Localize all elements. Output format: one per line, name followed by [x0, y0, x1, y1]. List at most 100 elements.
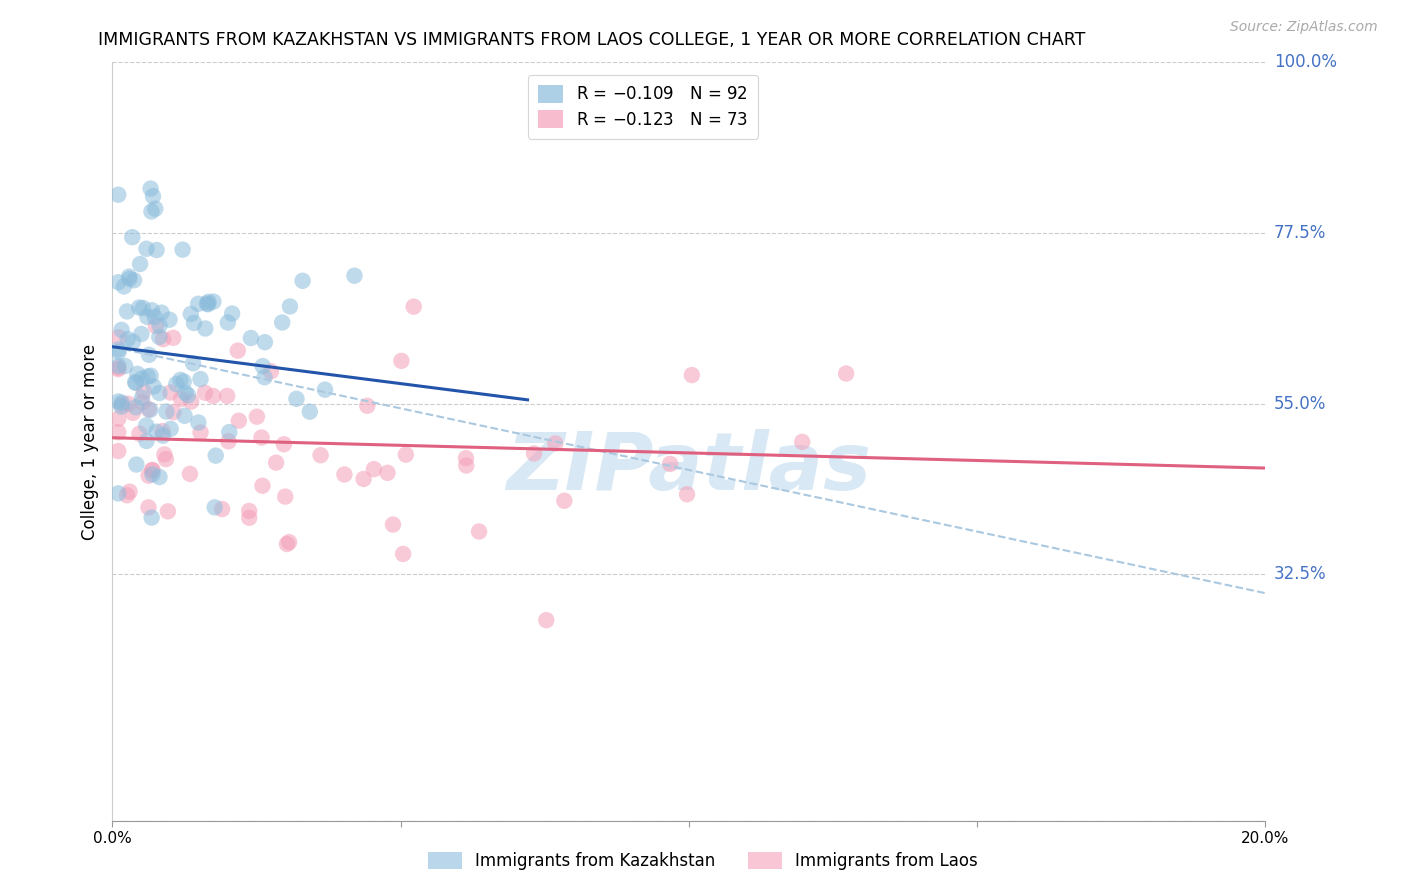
Point: [363, 462, 385, 476]
Point: [145, 425, 167, 439]
Point: [291, 274, 314, 288]
Point: [343, 268, 366, 283]
Point: [179, 467, 201, 481]
Point: [142, 189, 165, 203]
Point: [221, 307, 243, 321]
Point: [276, 537, 298, 551]
Point: [122, 406, 145, 420]
Point: [356, 399, 378, 413]
Point: [132, 384, 155, 399]
Point: [107, 343, 129, 357]
Point: [139, 181, 162, 195]
Point: [136, 369, 159, 384]
Point: [202, 294, 225, 309]
Point: [107, 275, 129, 289]
Point: [271, 316, 294, 330]
Point: [676, 487, 699, 501]
Point: [333, 467, 356, 482]
Point: [139, 402, 162, 417]
Point: [107, 412, 129, 426]
Point: [135, 418, 157, 433]
Point: [127, 367, 149, 381]
Y-axis label: College, 1 year or more: College, 1 year or more: [80, 343, 98, 540]
Point: [125, 458, 148, 472]
Point: [402, 300, 425, 314]
Point: [202, 389, 225, 403]
Point: [170, 392, 193, 406]
Point: [112, 279, 135, 293]
Point: [250, 431, 273, 445]
Point: [121, 230, 143, 244]
Point: [152, 424, 174, 438]
Point: [253, 335, 276, 350]
Point: [117, 332, 139, 346]
Point: [278, 300, 301, 314]
Point: [174, 385, 197, 400]
Point: [395, 448, 418, 462]
Legend: R = $-$0.109   N = 92, R = $-$0.123   N = 73: R = $-$0.109 N = 92, R = $-$0.123 N = 73: [527, 75, 758, 138]
Point: [125, 400, 148, 414]
Point: [217, 389, 239, 403]
Text: 100.0%: 100.0%: [1274, 54, 1337, 71]
Point: [131, 326, 153, 341]
Point: [190, 372, 212, 386]
Point: [204, 500, 226, 515]
Point: [523, 446, 546, 460]
Point: [131, 395, 153, 409]
Point: [122, 273, 145, 287]
Point: [145, 243, 167, 257]
Point: [544, 436, 567, 450]
Point: [122, 334, 145, 349]
Point: [211, 502, 233, 516]
Point: [107, 394, 129, 409]
Text: 77.5%: 77.5%: [1274, 224, 1326, 242]
Point: [118, 484, 141, 499]
Point: [468, 524, 491, 539]
Point: [239, 331, 262, 345]
Point: [377, 466, 399, 480]
Point: [138, 468, 160, 483]
Point: [197, 297, 219, 311]
Point: [536, 613, 558, 627]
Point: [252, 359, 274, 373]
Point: [148, 386, 170, 401]
Point: [141, 463, 163, 477]
Point: [391, 354, 413, 368]
Point: [238, 504, 260, 518]
Point: [138, 402, 160, 417]
Point: [141, 510, 163, 524]
Point: [285, 392, 308, 406]
Point: [681, 368, 703, 382]
Point: [117, 397, 139, 411]
Point: [138, 348, 160, 362]
Point: [141, 303, 163, 318]
Point: [278, 535, 301, 549]
Point: [143, 310, 166, 324]
Point: [264, 456, 287, 470]
Point: [143, 202, 166, 216]
Point: [246, 409, 269, 424]
Point: [454, 451, 477, 466]
Point: [107, 425, 129, 439]
Point: [110, 323, 132, 337]
Point: [107, 486, 129, 500]
Point: [107, 187, 129, 202]
Point: [273, 437, 295, 451]
Point: [135, 242, 157, 256]
Point: [128, 301, 150, 315]
Point: [159, 422, 181, 436]
Point: [110, 398, 132, 412]
Point: [173, 375, 195, 389]
Point: [107, 444, 129, 458]
Point: [125, 376, 148, 390]
Point: [118, 269, 141, 284]
Point: [218, 425, 240, 439]
Point: [148, 330, 170, 344]
Point: [187, 297, 209, 311]
Point: [217, 434, 239, 449]
Point: [107, 362, 129, 376]
Point: [194, 385, 217, 400]
Text: IMMIGRANTS FROM KAZAKHSTAN VS IMMIGRANTS FROM LAOS COLLEGE, 1 YEAR OR MORE CORRE: IMMIGRANTS FROM KAZAKHSTAN VS IMMIGRANTS…: [98, 31, 1085, 49]
Point: [131, 371, 153, 385]
Point: [195, 296, 218, 310]
